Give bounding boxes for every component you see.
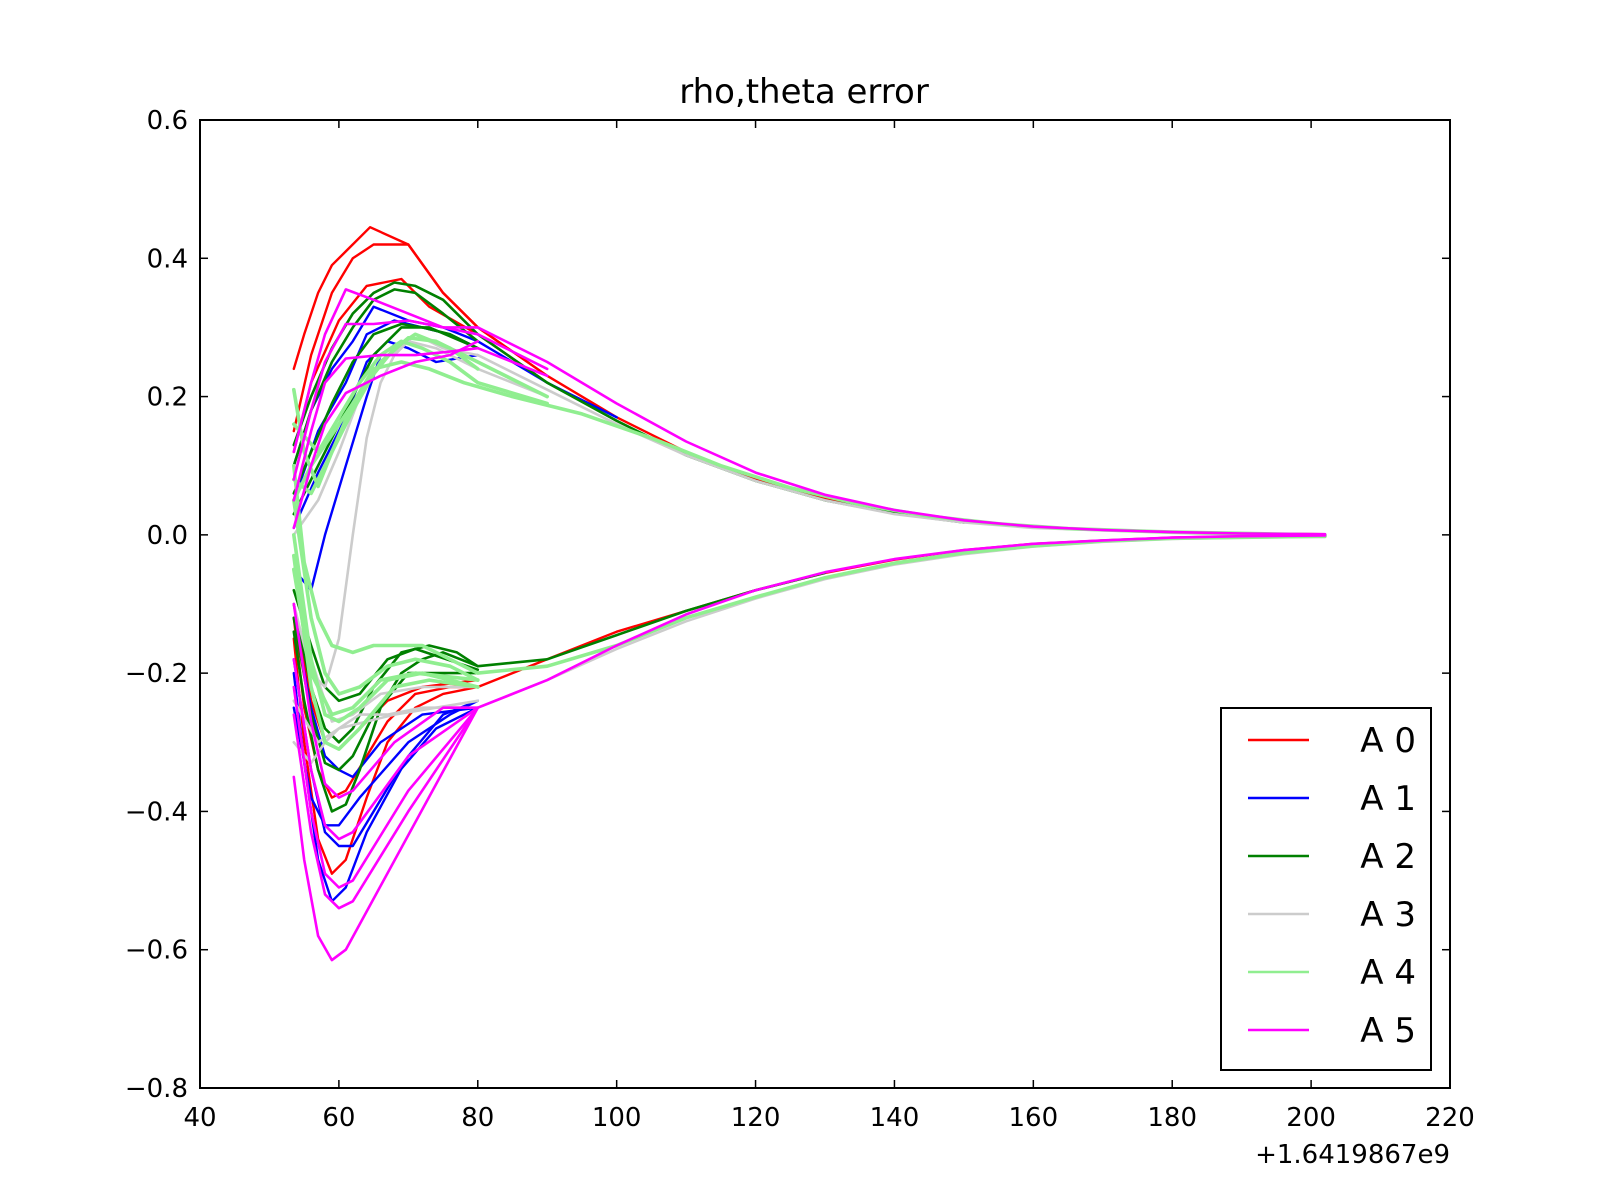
series-line-a5-6 [292,685,480,889]
plot-frame [199,119,1451,1089]
legend-label: A 4 [1360,953,1416,993]
series-line-a2-4 [292,571,827,813]
series-line-a0-2 [292,277,549,454]
legend-box [1220,707,1432,1071]
axis-ticks: 40 60 80 100 120 140 160 180 200 220 −0.8 −0.6 −0.4 −… [125,106,1475,1133]
series-line-a3-0 [292,333,1327,689]
y-tick-label: 0.6 [147,106,188,136]
x-tick-label: 140 [870,1103,920,1133]
series-line-a4-2 [292,336,549,496]
series-line-a4-1 [292,339,549,454]
plot-lines [292,226,1327,962]
series-line-a5-1 [292,319,549,481]
chart-title: rho,theta error [679,72,929,112]
series-line-a4-3 [292,332,480,503]
x-tick-label: 220 [1425,1103,1475,1133]
series-line-a1-6 [292,616,479,779]
x-tick-label: 100 [592,1103,642,1133]
legend: A 0 A 1 A 2 A 3 A 4 A 5 [1220,707,1432,1071]
x-tick-label: 160 [1009,1103,1059,1133]
y-tick-label: −0.8 [125,1074,188,1104]
series-line-a4-8 [292,567,480,717]
series-line-a0-1 [292,243,549,433]
series-line-a5-7 [292,658,480,841]
series-line-a5-5 [292,706,480,910]
series-line-a5-0 [292,288,1327,536]
series-line-a5-3 [292,340,480,530]
series-line-a4-7 [292,553,480,751]
series-line-a4-5 [292,498,480,696]
legend-label: A 3 [1360,895,1416,935]
y-tick-label: −0.2 [125,659,188,689]
y-tick-label: 0.0 [147,521,188,551]
series-line-a2-7 [292,588,480,703]
x-tick-label: 40 [183,1103,216,1133]
x-tick-label: 180 [1147,1103,1197,1133]
legend-label: A 5 [1360,1011,1416,1051]
legend-label: A 1 [1360,779,1416,819]
x-axis-offset-label: +1.6419867e9 [1255,1140,1450,1170]
x-tick-label: 60 [322,1103,355,1133]
series-line-a5-4 [292,534,1327,962]
series-line-a4-4 [292,463,1327,675]
series-line-a5-2 [292,346,549,502]
y-tick-label: −0.4 [125,797,188,827]
x-tick-label: 80 [461,1103,494,1133]
x-tick-label: 200 [1286,1103,1336,1133]
y-tick-label: 0.4 [147,244,188,274]
series-line-a5-8 [292,602,480,799]
series-line-a2-6 [292,616,480,772]
y-tick-label: −0.6 [125,936,188,966]
series-line-a1-7 [292,699,479,827]
legend-label: A 0 [1360,721,1416,761]
legend-label: A 2 [1360,837,1416,877]
y-tick-label: 0.2 [147,383,188,413]
x-tick-label: 120 [731,1103,781,1133]
